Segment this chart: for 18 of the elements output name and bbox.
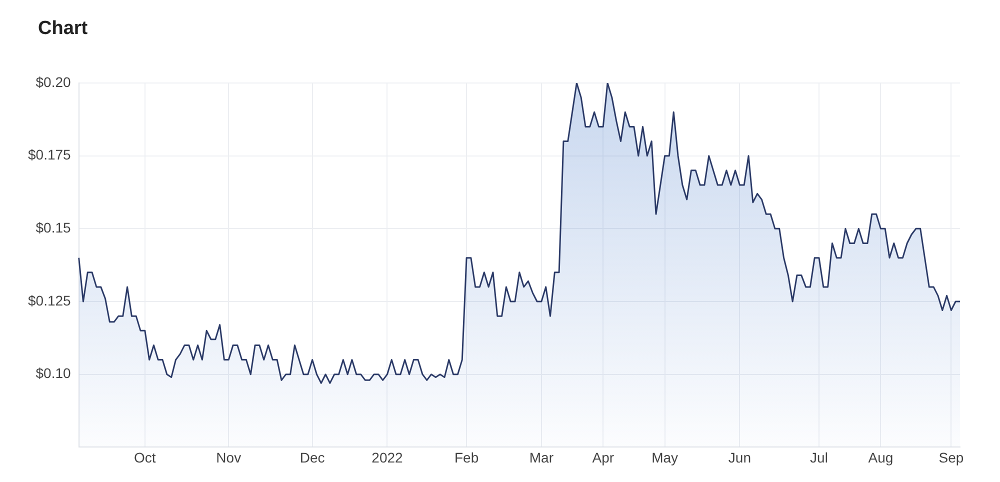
y-tick-label: $0.175 <box>28 146 72 163</box>
x-tick-label: Jul <box>810 449 828 466</box>
x-tick-label: 2022 <box>372 449 404 466</box>
y-tick-label: $0.125 <box>28 292 72 308</box>
x-tick-label: Feb <box>454 449 479 466</box>
x-tick-label: Aug <box>868 449 894 466</box>
x-tick-label: Dec <box>300 449 325 466</box>
y-tick-label: $0.10 <box>36 365 72 382</box>
y-tick-label: $0.15 <box>36 220 72 236</box>
y-tick-label: $0.20 <box>36 74 72 90</box>
x-tick-label: Nov <box>216 449 242 466</box>
x-tick-label: Sep <box>938 449 964 466</box>
x-tick-label: Apr <box>592 449 614 466</box>
x-tick-label: Oct <box>134 449 156 466</box>
x-tick-label: Jun <box>728 449 751 466</box>
x-tick-label: May <box>652 449 678 466</box>
x-tick-label: Mar <box>529 449 554 466</box>
chart-title: Chart <box>38 18 88 40</box>
